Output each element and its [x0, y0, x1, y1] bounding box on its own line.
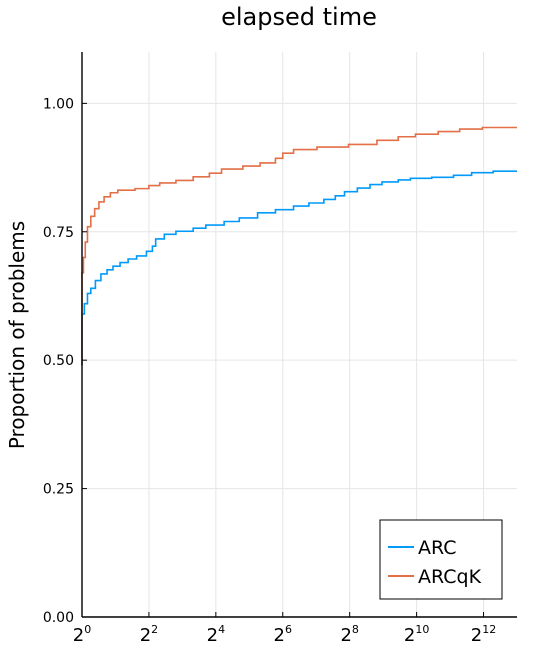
chart-title: elapsed time [221, 3, 377, 31]
x-tick-base: 2 [73, 625, 84, 646]
axes [81, 52, 517, 618]
y-tick-label: 0.25 [43, 482, 74, 498]
legend-label-arc: ARC [418, 537, 457, 559]
x-tick-label: 212 [471, 623, 496, 646]
x-tick-exponent: 2 [151, 623, 158, 636]
x-tick-base: 2 [340, 625, 351, 646]
x-tick-base: 2 [140, 625, 151, 646]
x-tick-exponent: 8 [352, 623, 359, 636]
x-tick-exponent: 6 [285, 623, 292, 636]
y-tick-label: 1.00 [43, 96, 74, 112]
x-tick-base: 2 [471, 625, 482, 646]
x-tick-base: 2 [207, 625, 218, 646]
y-tick-label: 0.50 [43, 353, 74, 369]
series-line-arc [81, 170, 517, 366]
x-tick-base: 2 [404, 625, 415, 646]
series-lines [81, 126, 517, 366]
x-tick-label: 24 [207, 623, 225, 646]
y-tick-label: 0.75 [43, 225, 74, 241]
legend-box [379, 519, 503, 600]
x-tick-base: 2 [274, 625, 285, 646]
x-tick-exponent: 0 [84, 623, 91, 636]
x-tick-label: 210 [404, 623, 429, 646]
x-tick-exponent: 4 [218, 623, 225, 636]
x-tick-label: 26 [274, 623, 292, 646]
x-tick-label: 20 [73, 623, 91, 646]
y-axis-label: Proportion of problems [5, 221, 29, 449]
x-tick-label: 22 [140, 623, 158, 646]
x-tick-exponent: 12 [482, 623, 496, 636]
x-tick-label: 28 [340, 623, 358, 646]
y-tick-label: 0.00 [43, 610, 74, 626]
series-line-arcqk [81, 126, 517, 366]
x-tick-exponent: 10 [415, 623, 429, 636]
legend-label-arcqk: ARCqK [418, 566, 482, 588]
legend: ARC ARCqK [379, 519, 503, 600]
